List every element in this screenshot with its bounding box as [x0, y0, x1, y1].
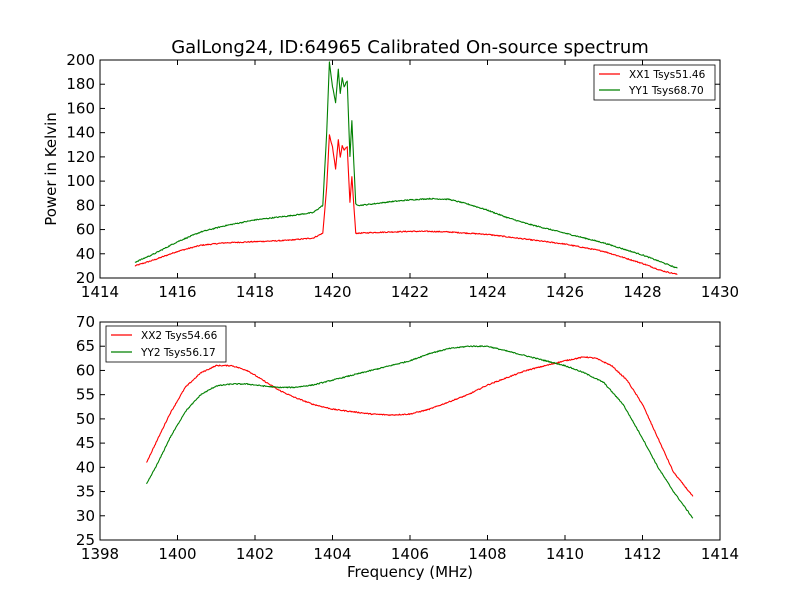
top-x-tick-label: 1416 [158, 283, 196, 301]
top-x-tick-label: 1414 [81, 283, 119, 301]
bottom-x-tick-label: 1414 [701, 545, 739, 563]
top-x-tick-label: 1428 [623, 283, 661, 301]
top-x-tick-label: 1424 [468, 283, 506, 301]
bottom-y-tick-label: 30 [76, 507, 95, 525]
bottom-y-tick-label: 65 [76, 337, 95, 355]
top-y-tick-label: 180 [66, 75, 95, 93]
top-legend-box [593, 64, 716, 101]
bottom-x-tick-label: 1404 [313, 545, 351, 563]
bottom-series [146, 345, 694, 519]
top-y-tick-label: 20 [76, 269, 95, 287]
bottom-x-tick-label: 1406 [391, 545, 429, 563]
top-y-axis-label: Power in Kelvin [42, 112, 60, 226]
bottom-panel: 1398 1400 1402 1404 1406 1408 1410 1412 1414 25 30… [76, 313, 739, 581]
top-y-tick-label: 120 [66, 148, 95, 166]
bottom-y-tick-label: 70 [76, 313, 95, 331]
bottom-legend-box [105, 325, 227, 363]
bottom-y-tick-label: 40 [76, 458, 95, 476]
top-panel: 1414 1416 1418 1420 1422 1424 1426 1428 1430 20 40… [42, 51, 739, 301]
top-x-tick-label: 1418 [236, 283, 274, 301]
top-x-tick-label: 1420 [313, 283, 351, 301]
bottom-x-tick-label: 1398 [81, 545, 119, 563]
bottom-x-axis-label: Frequency (MHz) [347, 563, 473, 581]
bottom-legend-label-xx2: XX2 Tsys54.66 [141, 330, 218, 342]
top-ticks: 1414 1416 1418 1420 1422 1424 1426 1428 1430 20 40… [66, 51, 739, 301]
top-legend-label-yy1: YY1 Tsys68.70 [628, 85, 704, 97]
bottom-x-tick-label: 1402 [236, 545, 274, 563]
top-legend: XX1 Tsys51.46 YY1 Tsys68.70 [593, 64, 716, 101]
bottom-y-tick-label: 55 [76, 386, 95, 404]
bottom-y-tick-label: 45 [76, 434, 95, 452]
bottom-y-tick-label: 50 [76, 410, 95, 428]
bottom-x-tick-label: 1408 [468, 545, 506, 563]
top-y-tick-label: 80 [76, 196, 95, 214]
bottom-legend-label-yy2: YY2 Tsys56.17 [140, 347, 216, 359]
top-x-tick-label: 1422 [391, 283, 429, 301]
top-x-tick-label: 1426 [546, 283, 584, 301]
top-y-tick-label: 60 [76, 221, 95, 239]
top-y-tick-label: 140 [66, 124, 95, 142]
bottom-series-line-0 [146, 356, 694, 497]
bottom-ticks: 1398 1400 1402 1404 1406 1408 1410 1412 1414 25 30… [76, 313, 739, 563]
bottom-series-line-1 [146, 345, 694, 519]
top-x-tick-label: 1430 [701, 283, 739, 301]
top-series [134, 61, 678, 275]
top-series-line-1 [134, 61, 678, 269]
top-series-line-0 [134, 134, 678, 275]
bottom-legend: XX2 Tsys54.66 YY2 Tsys56.17 [105, 325, 227, 363]
bottom-x-tick-label: 1400 [158, 545, 196, 563]
bottom-y-tick-label: 35 [76, 483, 95, 501]
bottom-x-tick-label: 1410 [546, 545, 584, 563]
top-legend-label-xx1: XX1 Tsys51.46 [629, 69, 706, 81]
bottom-y-tick-label: 25 [76, 531, 95, 549]
top-y-tick-label: 100 [66, 172, 95, 190]
top-y-tick-label: 40 [76, 245, 95, 263]
bottom-x-tick-label: 1412 [623, 545, 661, 563]
top-y-tick-label: 160 [66, 99, 95, 117]
top-y-tick-label: 200 [66, 51, 95, 69]
bottom-y-tick-label: 60 [76, 361, 95, 379]
chart-title: GalLong24, ID:64965 Calibrated On-source… [171, 37, 649, 58]
